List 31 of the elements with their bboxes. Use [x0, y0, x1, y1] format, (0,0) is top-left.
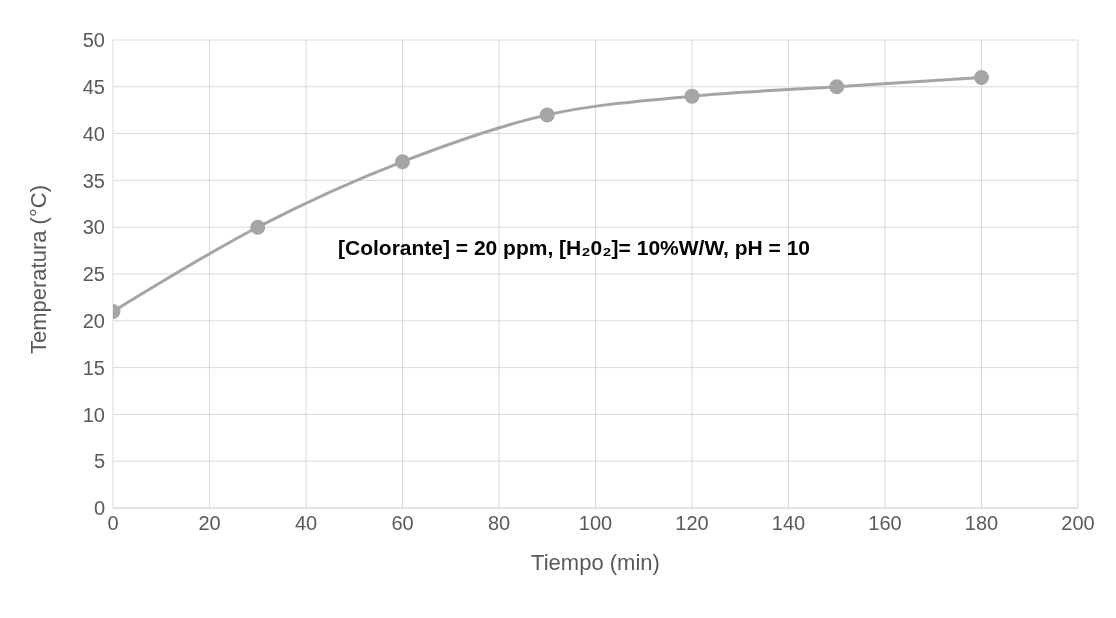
- x-tick-label: 160: [868, 512, 902, 535]
- point: [684, 88, 700, 104]
- x-tick-label: 100: [578, 512, 613, 535]
- y-tick-label: 40: [82, 122, 105, 145]
- point: [974, 69, 989, 85]
- x-tick-label: 0: [107, 512, 119, 535]
- point: [395, 154, 410, 170]
- y-tick-label: 45: [82, 75, 105, 98]
- y-tick-label: 50: [82, 29, 105, 52]
- x-tick-label: 200: [1061, 512, 1095, 535]
- x-tick-label: 60: [391, 512, 414, 535]
- y-axis-title: Temperatura (°C): [25, 185, 51, 354]
- point: [539, 107, 555, 123]
- x-tick-label: 140: [771, 512, 806, 535]
- x-tick-label: 20: [198, 512, 221, 535]
- x-tick-label: 40: [294, 512, 318, 535]
- x-axis-title: Tiempo (min): [531, 550, 660, 575]
- y-tick-label: 25: [82, 263, 105, 286]
- point: [250, 219, 266, 235]
- y-tick-label: 5: [93, 450, 105, 473]
- y-tick-label: 35: [82, 169, 105, 192]
- x-tick-label: 120: [675, 512, 709, 535]
- y-tick-label: 30: [82, 216, 105, 239]
- y-tick-label: 0: [93, 497, 105, 520]
- y-tick-label: 20: [82, 309, 105, 332]
- x-tick-label: 180: [964, 512, 999, 535]
- point: [829, 79, 845, 95]
- y-tick-label: 15: [82, 356, 105, 379]
- y-tick-label: 10: [82, 403, 105, 426]
- annotation: [Colorante] = 20 ppm, [H₂0₂]= 10%W/W, pH = 10: [338, 236, 811, 260]
- x-tick-label: 80: [487, 512, 511, 535]
